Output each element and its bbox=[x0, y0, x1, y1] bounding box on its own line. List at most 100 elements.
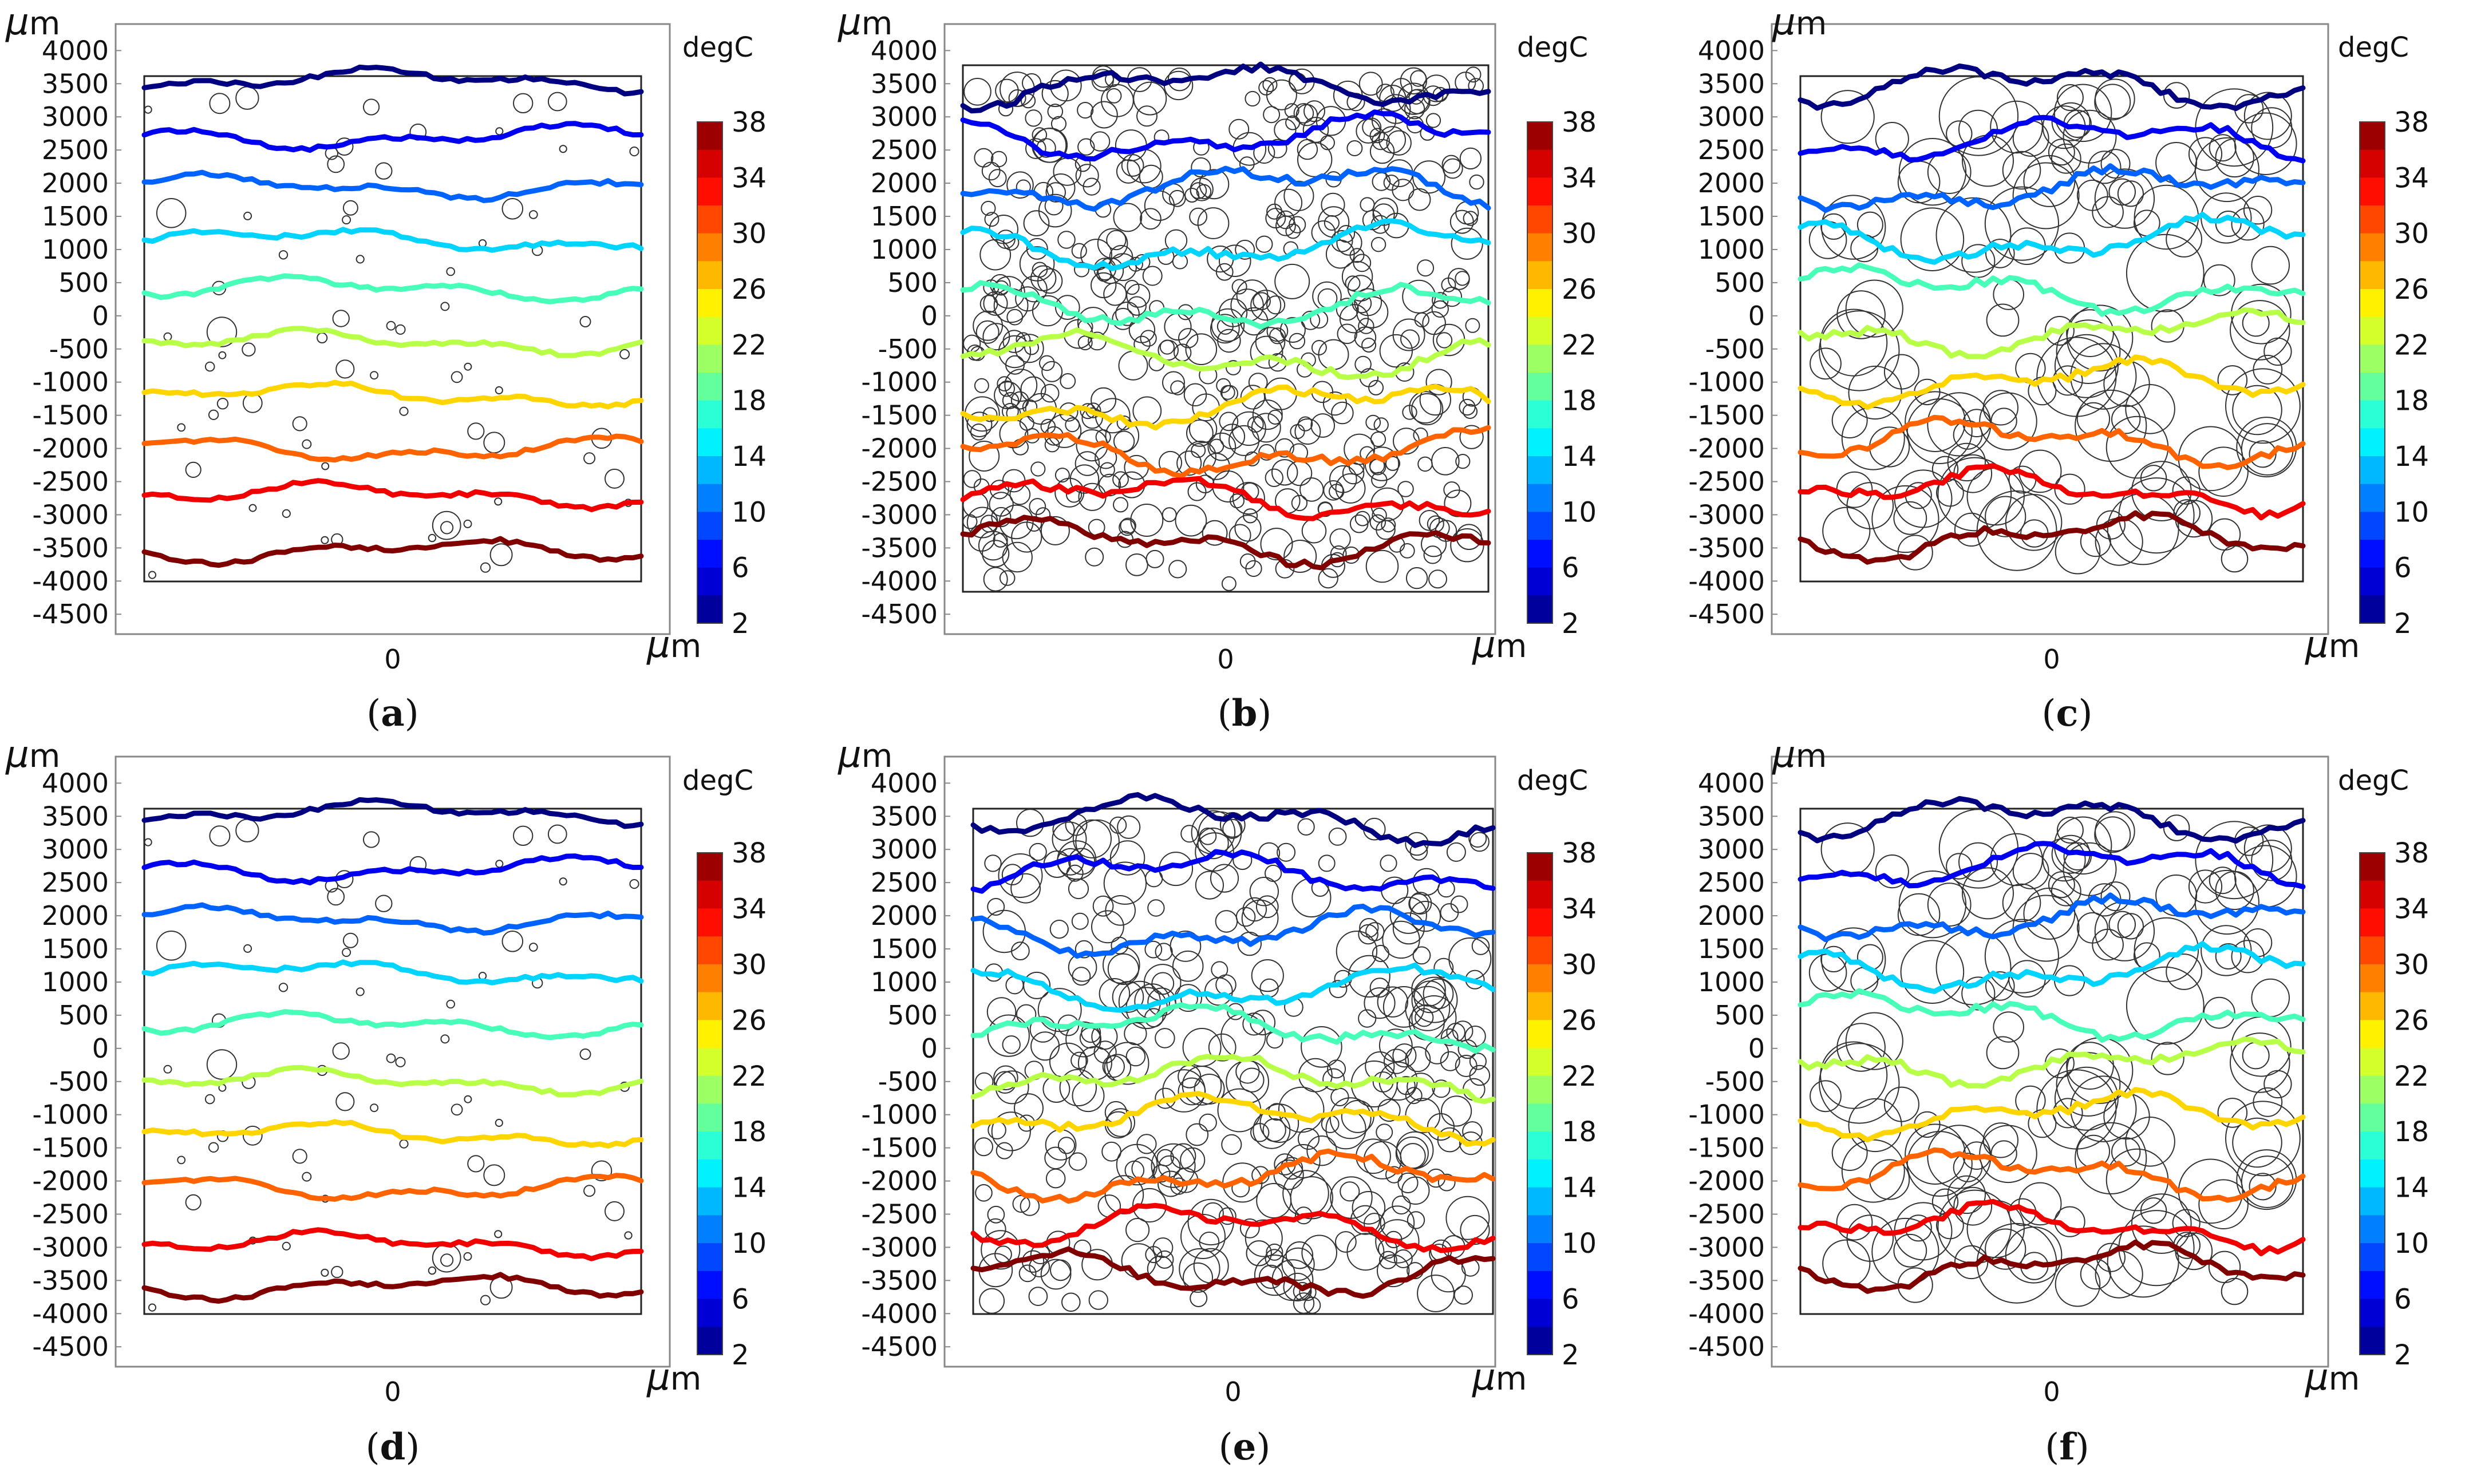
inclusion bbox=[1091, 272, 1117, 299]
inclusion bbox=[1410, 70, 1427, 87]
inclusion bbox=[1440, 903, 1459, 922]
colorbar-title: degC bbox=[1517, 31, 1588, 64]
isotherm-14 bbox=[1798, 212, 2306, 265]
inclusion bbox=[451, 371, 463, 383]
inclusion bbox=[1029, 842, 1047, 861]
y-tick-label: 500 bbox=[58, 1000, 109, 1031]
inclusion bbox=[1026, 238, 1048, 260]
colorbar-band bbox=[2360, 964, 2385, 993]
inclusion bbox=[1337, 323, 1358, 345]
inclusion bbox=[1061, 1292, 1081, 1312]
inclusion bbox=[513, 825, 534, 846]
inclusion bbox=[1221, 1134, 1242, 1155]
inclusion bbox=[981, 200, 996, 216]
inclusion bbox=[997, 376, 1012, 391]
inclusion bbox=[1425, 369, 1452, 395]
inclusion bbox=[1290, 424, 1305, 440]
inclusion bbox=[983, 291, 1008, 316]
inclusion bbox=[494, 497, 503, 506]
colorbar-tick-label: 14 bbox=[2394, 1172, 2429, 1204]
y-unit-label: μm bbox=[838, 1, 892, 43]
inclusion bbox=[1006, 308, 1024, 326]
colorbar-tick-label: 26 bbox=[2394, 274, 2429, 306]
inclusion bbox=[1145, 549, 1164, 568]
inclusion bbox=[1836, 1204, 1873, 1241]
inclusion bbox=[1222, 818, 1243, 839]
inclusion bbox=[1330, 1087, 1349, 1107]
inclusion bbox=[463, 1252, 472, 1261]
domain-boundary bbox=[143, 808, 642, 1315]
inclusion bbox=[1386, 130, 1412, 156]
inclusion bbox=[2002, 151, 2041, 190]
colorbar-title: degC bbox=[682, 31, 753, 64]
inclusion bbox=[1074, 262, 1089, 278]
inclusion bbox=[156, 198, 187, 228]
inclusion bbox=[984, 854, 1002, 872]
colorbar-band bbox=[697, 373, 722, 401]
colorbar-tick-label: 34 bbox=[1562, 893, 1597, 925]
inclusion bbox=[1125, 1046, 1146, 1067]
inclusion bbox=[1125, 1218, 1150, 1242]
inclusion bbox=[1162, 507, 1177, 523]
inclusion bbox=[987, 1205, 1005, 1224]
isotherm-18 bbox=[1798, 262, 2306, 317]
inclusion bbox=[1242, 897, 1267, 922]
inclusion bbox=[1373, 417, 1389, 433]
y-unit-label: μm bbox=[5, 1, 60, 43]
y-tick-label: 2500 bbox=[1698, 867, 1765, 898]
inclusion bbox=[1400, 329, 1420, 349]
inclusion bbox=[1368, 379, 1384, 395]
inclusion bbox=[1358, 924, 1378, 945]
x-unit-label: μm bbox=[2305, 1356, 2360, 1399]
colorbar-tick-label: 14 bbox=[1562, 1172, 1597, 1204]
inclusion bbox=[467, 422, 485, 440]
isotherm-14 bbox=[970, 962, 1496, 1013]
inclusion bbox=[1071, 243, 1087, 259]
colorbar-band bbox=[1527, 1048, 1552, 1077]
panel-d: 40003500300025002000150010005000-500-100… bbox=[5, 734, 767, 1469]
inclusion bbox=[1285, 1241, 1314, 1269]
inclusion bbox=[2111, 1137, 2141, 1167]
inclusion bbox=[1023, 210, 1050, 237]
inclusion bbox=[2194, 137, 2259, 203]
isotherm-26 bbox=[141, 379, 644, 410]
inclusion bbox=[1199, 1113, 1217, 1132]
inclusion bbox=[1283, 540, 1317, 573]
inclusion bbox=[2251, 246, 2290, 285]
inclusion bbox=[1848, 1098, 1902, 1153]
y-tick-label: 0 bbox=[921, 300, 938, 331]
inclusion bbox=[501, 198, 524, 220]
inclusion bbox=[1953, 420, 1983, 450]
colorbar-band bbox=[1527, 992, 1552, 1020]
inclusion bbox=[1208, 1033, 1237, 1062]
inclusion bbox=[2108, 911, 2136, 939]
inclusion bbox=[1459, 425, 1484, 449]
colorbar-title: degC bbox=[2338, 31, 2409, 64]
inclusion bbox=[1100, 462, 1115, 478]
colorbar-tick-label: 6 bbox=[732, 552, 749, 584]
colorbar-tick-label: 26 bbox=[2394, 1004, 2429, 1036]
panel-b: 40003500300025002000150010005000-500-100… bbox=[838, 1, 1597, 735]
inclusion bbox=[1057, 231, 1076, 249]
y-tick-label: -4000 bbox=[32, 1298, 109, 1329]
inclusion bbox=[966, 411, 993, 437]
colorbar-tick-label: 30 bbox=[2394, 949, 2429, 981]
colorbar-tick-label: 26 bbox=[1562, 1004, 1597, 1036]
inclusion bbox=[2118, 477, 2195, 554]
inclusion bbox=[177, 1155, 186, 1165]
inclusion bbox=[1821, 195, 1886, 260]
inclusion bbox=[1183, 383, 1207, 407]
inclusion bbox=[1298, 416, 1313, 432]
y-tick-label: 2000 bbox=[871, 900, 938, 931]
inclusion bbox=[987, 1014, 1030, 1057]
y-tick-label: -3000 bbox=[32, 1232, 109, 1263]
colorbar-band bbox=[2360, 316, 2385, 345]
inclusion bbox=[1848, 365, 1902, 420]
inclusion bbox=[975, 320, 1000, 344]
y-tick-label: 2500 bbox=[42, 134, 109, 165]
colorbar-band bbox=[697, 908, 722, 937]
inclusion bbox=[440, 521, 454, 535]
inclusion bbox=[1112, 981, 1144, 1013]
inclusion bbox=[994, 381, 1022, 410]
colorbar-tick-label: 10 bbox=[2394, 1228, 2429, 1260]
